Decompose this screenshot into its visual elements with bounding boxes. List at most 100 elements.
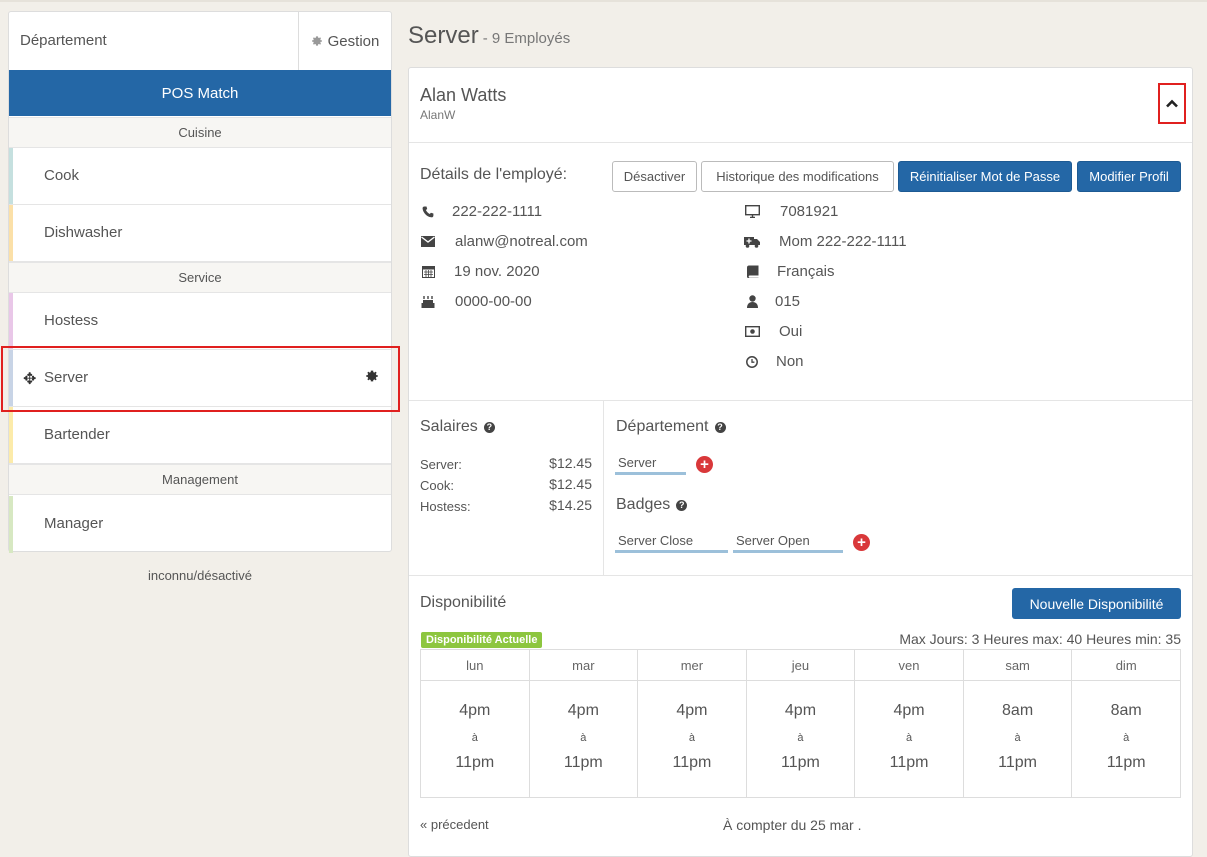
add-badge-icon[interactable]: +	[853, 534, 870, 551]
slot-start: 4pm	[784, 702, 817, 719]
sidebar-item-dishwasher[interactable]: Dishwasher	[9, 205, 391, 262]
availability-cell: 8am à 11pm	[1071, 680, 1181, 798]
info-phone: 222-222-1111	[420, 203, 542, 220]
page-title-text: Server	[408, 22, 479, 49]
slot-separator: à	[688, 732, 695, 744]
employee-name: Alan Watts	[420, 85, 507, 105]
department-panel-title: Département	[20, 32, 107, 49]
info-emergency-contact: Mom 222-222-1111	[744, 233, 907, 250]
slot-separator: à	[471, 732, 478, 744]
wage-row: Server: $12.45	[420, 455, 592, 472]
inactive-employees-link[interactable]: inconnu/désactivé	[147, 568, 253, 583]
department-tag[interactable]: Server	[615, 455, 686, 475]
slot-end: 11pm	[781, 754, 820, 771]
availability-stats: Max Jours: 3 Heures max: 40 Heures min: …	[899, 631, 1181, 647]
slot-separator: à	[905, 732, 913, 744]
sidebar-item-label: Manager	[44, 515, 104, 532]
gear-icon[interactable]	[365, 369, 379, 387]
slot-end: 11pm	[455, 754, 495, 771]
slot-separator: à	[1123, 732, 1130, 744]
info-tips: Oui	[744, 323, 802, 340]
sidebar-item-manager[interactable]: Manager	[9, 496, 391, 553]
divider	[409, 400, 1192, 401]
history-button[interactable]: Historique des modifications	[701, 161, 894, 192]
day-header: ven	[854, 649, 964, 681]
employee-number-value: 7081921	[780, 203, 839, 220]
reset-password-button[interactable]: Réinitialiser Mot de Passe	[898, 161, 1072, 192]
department-panel: Département Gestion POS Match Cuisine Co…	[8, 11, 392, 553]
slot-start: 8am	[1110, 702, 1142, 719]
emergency-contact-value: Mom 222-222-1111	[779, 233, 907, 250]
slot-start: 4pm	[567, 702, 599, 719]
chevron-up-icon	[1166, 99, 1178, 108]
department-color-bar	[9, 205, 13, 261]
slot-end: 11pm	[998, 754, 1038, 771]
sidebar-item-cook[interactable]: Cook	[9, 148, 391, 205]
page-title: Server - 9 Employés	[408, 22, 570, 50]
move-icon[interactable]: ✥	[23, 371, 37, 388]
wage-value: $14.25	[549, 497, 592, 513]
badge-tag[interactable]: Server Open	[733, 533, 843, 553]
wage-row: Cook: $12.45	[420, 476, 592, 493]
department-color-bar	[9, 407, 13, 463]
location-header[interactable]: POS Match	[9, 70, 391, 116]
slot-start: 4pm	[459, 702, 491, 719]
deactivate-button[interactable]: Désactiver	[612, 161, 697, 192]
department-color-bar	[9, 148, 13, 204]
department-title-text: Département	[616, 418, 709, 435]
slot-end: 11pm	[672, 754, 712, 771]
previous-link[interactable]: « précedent	[420, 817, 489, 832]
wage-label: Server:	[420, 457, 462, 472]
badge-tag[interactable]: Server Close	[615, 533, 728, 553]
info-employee-number: 7081921	[744, 203, 838, 220]
question-icon[interactable]: ?	[676, 499, 688, 511]
wage-row: Hostess: $14.25	[420, 497, 592, 514]
sidebar-item-hostess[interactable]: Hostess	[9, 293, 391, 350]
question-icon[interactable]: ?	[714, 421, 726, 433]
sidebar-item-label: Hostess	[44, 312, 99, 329]
sidebar-item-server[interactable]: ✥ Server	[9, 350, 391, 407]
department-panel-header: Département Gestion	[9, 12, 391, 71]
section-cuisine: Cuisine	[9, 117, 391, 148]
edit-profile-button[interactable]: Modifier Profil	[1077, 161, 1181, 192]
gear-icon	[311, 36, 322, 46]
desktop-icon	[744, 205, 760, 218]
add-department-icon[interactable]: +	[696, 456, 713, 473]
vertical-divider	[603, 400, 604, 575]
slot-end: 11pm	[1106, 754, 1146, 771]
collapse-button[interactable]	[1158, 83, 1186, 124]
gestion-button[interactable]: Gestion	[298, 12, 391, 70]
email-value: alanw@notreal.com	[455, 233, 588, 250]
details-label: Détails de l'employé:	[420, 166, 568, 183]
calendar-icon	[420, 265, 436, 278]
slot-end: 11pm	[563, 754, 603, 771]
wages-title: Salaires ?	[420, 418, 495, 436]
question-icon[interactable]: ?	[483, 421, 495, 433]
info-language: Français	[744, 263, 835, 280]
overtime-value: Non	[776, 353, 804, 370]
availability-cell: 4pm à 11pm	[854, 680, 964, 798]
info-email: alanw@notreal.com	[420, 233, 588, 250]
department-color-bar	[9, 496, 13, 553]
day-header: mar	[528, 649, 639, 681]
slot-start: 4pm	[893, 702, 925, 719]
new-availability-button[interactable]: Nouvelle Disponibilité	[1012, 588, 1181, 619]
phone-value: 222-222-1111	[452, 203, 543, 220]
wage-label: Hostess:	[420, 499, 471, 514]
availability-header-row: lun mar mer jeu ven sam dim	[420, 649, 1181, 681]
availability-cell: 4pm à 11pm	[528, 680, 639, 798]
day-header: dim	[1071, 649, 1181, 681]
sidebar-item-bartender[interactable]: Bartender	[9, 407, 391, 464]
language-value: Français	[777, 263, 835, 280]
effective-date-text: À compter du 25 mar .	[723, 817, 862, 833]
availability-row: 4pm à 11pm 4pm à 11pm 4pm à 11pm 4pm à 11pm 4pm à…	[420, 680, 1181, 798]
day-header: mer	[637, 649, 747, 681]
divider	[409, 142, 1192, 143]
sidebar-item-label: Server	[44, 369, 89, 386]
day-header: lun	[420, 649, 530, 681]
info-hire-date: 19 nov. 2020	[420, 263, 540, 280]
envelope-icon	[420, 236, 436, 247]
availability-cell: 8am à 11pm	[962, 680, 1073, 798]
section-service: Service	[9, 262, 391, 293]
day-header: jeu	[745, 649, 856, 681]
